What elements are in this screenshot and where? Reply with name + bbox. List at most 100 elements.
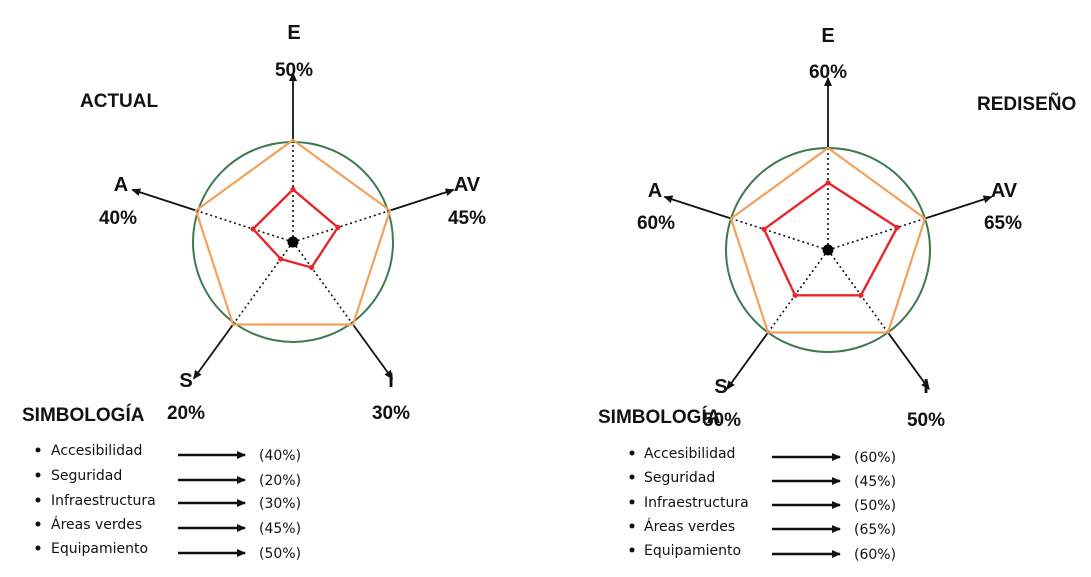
data-point-i [308,264,315,271]
axis-label-e: E [821,25,834,47]
axis-label-a: A [648,180,662,202]
axis-spoke-s [767,249,829,333]
axis-percent-e: 50% [275,60,313,81]
legend-item-label: Accesibilidad [51,443,142,459]
axis-spoke-av [292,209,391,243]
legend-item-value: (60%) [854,450,896,466]
legend-item-label: Seguridad [51,468,122,484]
legend-item: Infraestructura (30%) [35,493,301,512]
axis-percent-a: 40% [99,208,137,229]
center-dot [822,244,834,256]
axis-percent-s: 50% [703,410,741,431]
axis-label-e: E [287,22,300,44]
legend-item-label: Accesibilidad [644,446,735,462]
legend-item: Áreas verdes (65%) [629,518,896,538]
axis-spoke-a [730,217,829,251]
legend-bullet [629,499,635,505]
radar-chart-rediseno [663,77,993,390]
axis-percent-a: 60% [637,213,675,234]
legend-item: Equipamiento (60%) [629,543,896,563]
legend-item-label: Infraestructura [644,495,749,511]
legend-item-label: Seguridad [644,470,715,486]
axis-percent-i: 30% [372,403,410,424]
legend-bullet [629,523,635,529]
legend-item: Equipamiento (50%) [35,541,301,562]
axis-label-s: S [179,370,192,392]
axis-arrow-i [352,323,394,380]
chart-panel-actual: ACTUAL E 50% AV 45% I 30% S 20% A 40% SI… [22,22,486,562]
axis-label-a: A [114,174,128,196]
data-point-av [335,224,341,230]
radar-chart-actual [131,72,455,380]
series-polygon [251,188,340,269]
axis-arrow-a [131,188,197,212]
legend-item-value: (65%) [854,522,896,538]
legend-bullet [35,521,41,527]
data-point-i [858,292,864,298]
axis-percent-s: 20% [167,403,205,424]
legend-item-value: (60%) [854,547,896,563]
data-point-e [290,186,296,193]
legend-item-value: (45%) [854,474,896,490]
legend-item: Áreas verdes (45%) [35,516,301,537]
legend-item-label: Infraestructura [51,493,156,509]
data-point-a [250,226,256,232]
axis-spoke-i [292,241,354,325]
series-polygon [762,181,899,297]
axis-percent-av: 65% [984,213,1022,234]
legend-bullet [35,447,41,453]
legend-item-label: Equipamiento [644,543,741,559]
axis-arrow-av [389,188,455,212]
axis-label-i: I [388,370,394,392]
legend-item-label: Equipamiento [51,541,148,557]
panel-title-actual: ACTUAL [80,91,158,112]
legend-rediseno: SIMBOLOGÍA Accesibilidad (60%) Seguridad… [598,406,896,563]
legend-item-value: (40%) [259,448,301,464]
axis-spoke-av [827,217,926,251]
axis-label-av: AV [991,180,1018,202]
axis-percent-av: 45% [448,208,486,229]
legend-bullet [629,450,635,456]
data-point-s [792,292,798,298]
legend-item-value: (20%) [259,473,301,489]
panel-title-rediseno: REDISEÑO [977,93,1076,115]
axis-arrow-a [663,195,732,220]
axis-arrow-s [192,323,234,380]
legend-item-label: Áreas verdes [51,516,142,533]
axis-label-s: S [714,376,727,398]
legend-item-label: Áreas verdes [644,518,735,535]
legend-item: Seguridad (20%) [35,468,301,489]
data-point-av [894,224,900,231]
legend-actual: SIMBOLOGÍA Accesibilidad (40%) Seguridad… [22,404,301,562]
data-point-s [278,256,284,262]
legend-title: SIMBOLOGÍA [22,404,145,426]
axis-percent-i: 50% [907,410,945,431]
legend-bullet [35,545,41,551]
axis-percent-e: 60% [809,62,847,83]
legend-item: Accesibilidad (60%) [629,446,896,466]
legend-item-value: (50%) [259,546,301,562]
chart-panel-rediseno: REDISEÑO E 60% AV 65% I 50% S 50% A 60% … [598,25,1076,563]
reference-pentagon [729,146,927,334]
axis-spoke-i [827,249,889,333]
axis-label-av: AV [454,174,481,196]
axis-label-i: I [923,376,929,398]
legend-bullet [629,474,635,480]
legend-item-value: (30%) [259,496,301,512]
data-point-a [761,226,767,232]
axis-spoke-s [232,241,294,325]
axis-spoke-a [195,209,294,243]
legend-title: SIMBOLOGÍA [598,406,721,428]
axis-arrow-s [726,331,769,390]
legend-item: Seguridad (45%) [629,470,896,490]
axis-arrow-i [887,331,930,390]
legend-item: Infraestructura (50%) [629,495,896,514]
legend-item-value: (45%) [259,521,301,537]
legend-bullet [35,497,41,503]
legend-item: Accesibilidad (40%) [35,443,301,464]
data-point-e [825,180,831,186]
axis-arrow-av [924,195,993,220]
legend-bullet [629,547,635,553]
legend-item-value: (50%) [854,498,896,514]
